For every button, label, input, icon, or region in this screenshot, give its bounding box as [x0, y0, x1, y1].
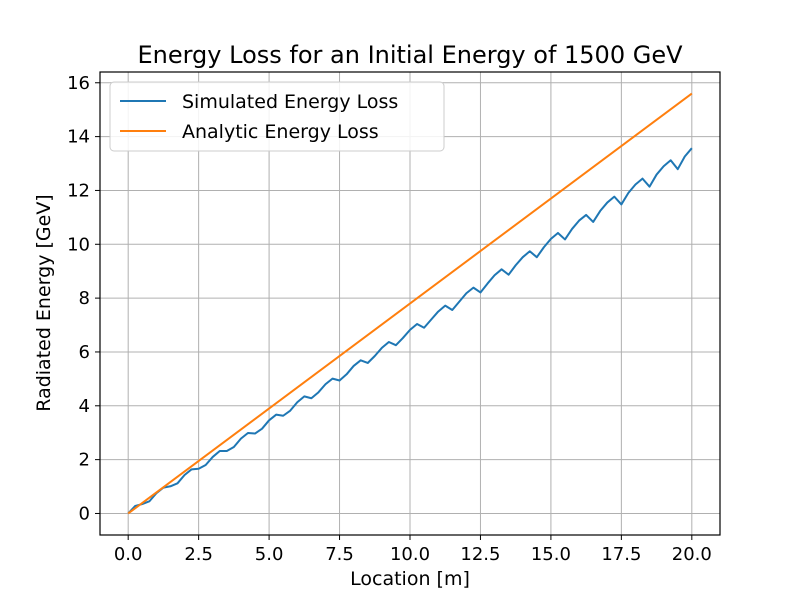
- chart-title: Energy Loss for an Initial Energy of 150…: [137, 41, 683, 69]
- x-tick-label: 7.5: [325, 544, 354, 565]
- y-tick-label: 10: [67, 234, 90, 255]
- simulated-energy-loss-line: [127, 147, 693, 515]
- x-tick-label: 15.0: [531, 544, 571, 565]
- legend: Simulated Energy Loss Analytic Energy Lo…: [109, 81, 445, 152]
- y-tick-label: 14: [67, 127, 90, 148]
- y-tick-label: 12: [67, 180, 90, 201]
- x-tick-label: 0.0: [114, 544, 143, 565]
- x-tick-label: 5.0: [255, 544, 284, 565]
- y-tick-label: 4: [79, 396, 90, 417]
- x-tick-label: 12.5: [460, 544, 500, 565]
- ticks: 0.0 2.5 5.0 7.5 10.0 12.5 15.0 17.5 20.0 0 2 4 6 8 10 1…: [67, 73, 712, 565]
- y-tick-label: 0: [79, 503, 90, 524]
- legend-label-analytic: Analytic Energy Loss: [182, 121, 379, 143]
- analytic-energy-loss-line: [127, 92, 693, 515]
- x-tick-label: 17.5: [601, 544, 641, 565]
- x-tick-label: 20.0: [672, 544, 712, 565]
- x-tick-label: 2.5: [184, 544, 213, 565]
- legend-box: [109, 81, 445, 152]
- x-tick-label: 10.0: [390, 544, 430, 565]
- y-axis-label: Radiated Energy [GeV]: [33, 194, 55, 411]
- y-tick-label: 16: [67, 73, 90, 94]
- y-tick-label: 8: [79, 288, 90, 309]
- y-tick-label: 2: [79, 450, 90, 471]
- x-axis-label: Location [m]: [350, 568, 470, 590]
- series-layer: [127, 92, 693, 515]
- legend-label-simulated: Simulated Energy Loss: [182, 91, 398, 113]
- y-tick-label: 6: [79, 342, 90, 363]
